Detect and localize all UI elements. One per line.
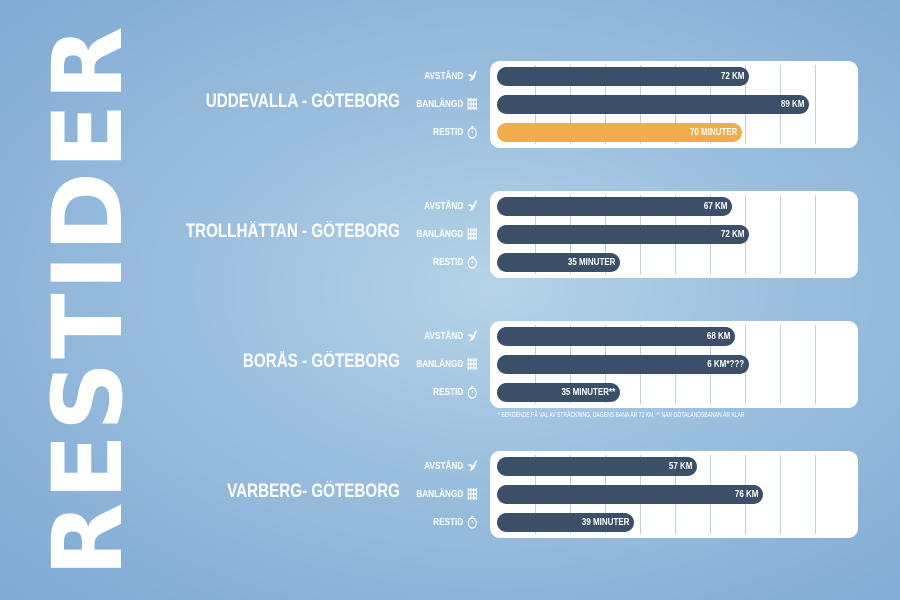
grid-line <box>815 325 816 404</box>
row-label-text: AVSTÅND <box>424 460 464 472</box>
bar-value-label: 72 KM <box>720 70 744 82</box>
bar-track: 72 KM <box>497 224 749 244</box>
bar-track: 89 KM <box>497 94 809 114</box>
row-label-time: RESTID <box>388 255 478 269</box>
bar-time: 39 MINUTER <box>497 512 634 532</box>
row-label-text: BANLÄNGD <box>416 228 464 240</box>
grid-line <box>780 325 781 404</box>
bar-value-label: 89 KM <box>780 98 804 110</box>
bar-value-label: 72 KM <box>720 228 744 240</box>
row-label-time: RESTID <box>388 125 478 139</box>
rail-track-icon <box>467 487 478 501</box>
row-label-text: AVSTÅND <box>424 70 464 82</box>
route-label: VARBERG- GÖTEBORG <box>227 481 400 502</box>
grid-line <box>780 455 781 534</box>
stopwatch-icon <box>467 255 478 269</box>
bar-value-label: 57 KM <box>668 460 692 472</box>
rail-track-icon <box>467 97 478 111</box>
route-panel: 57 KM 76 KM 39 MINUTER <box>490 451 858 538</box>
bar-value-label: 35 MINUTER** <box>561 386 615 398</box>
bar-time: 70 MINUTER <box>497 122 742 142</box>
bar-time: 35 MINUTER <box>497 252 620 272</box>
grid-line <box>815 65 816 144</box>
row-label-text: AVSTÅND <box>424 200 464 212</box>
row-label-distance: AVSTÅND <box>388 199 478 213</box>
row-label-time: RESTID <box>388 515 478 529</box>
bird-icon <box>467 199 478 213</box>
bar-value-label: 68 KM <box>706 330 730 342</box>
bar-value-label: 70 MINUTER <box>689 126 737 138</box>
row-label-text: BANLÄNGD <box>416 358 464 370</box>
route-label: TROLLHÄTTAN - GÖTEBORG <box>185 221 400 242</box>
row-label-track: BANLÄNGD <box>388 357 478 371</box>
row-label-text: AVSTÅND <box>424 330 464 342</box>
bar-track: 76 KM <box>497 484 763 504</box>
row-label-time: RESTID <box>388 385 478 399</box>
bar-value-label: 35 MINUTER <box>567 256 615 268</box>
row-label-text: BANLÄNGD <box>416 98 464 110</box>
row-label-distance: AVSTÅND <box>388 329 478 343</box>
row-label-text: RESTID <box>433 256 464 268</box>
bar-distance: 68 KM <box>497 326 735 346</box>
bar-value-label: 67 KM <box>703 200 727 212</box>
row-label-track: BANLÄNGD <box>388 487 478 501</box>
row-label-track: BANLÄNGD <box>388 97 478 111</box>
route-label: BORÅS - GÖTEBORG <box>242 351 400 372</box>
route-panel: 67 KM 72 KM 35 MINUTER <box>490 191 858 278</box>
rail-track-icon <box>467 227 478 241</box>
grid-line <box>780 195 781 274</box>
grid-line <box>815 195 816 274</box>
row-label-track: BANLÄNGD <box>388 227 478 241</box>
route-panel: 72 KM 89 KM 70 MINUTER <box>490 61 858 148</box>
bar-track: 6 KM*??? <box>497 354 749 374</box>
bar-value-label: 6 KM*??? <box>707 358 744 370</box>
row-label-text: RESTID <box>433 516 464 528</box>
bird-icon <box>467 329 478 343</box>
row-label-text: BANLÄNGD <box>416 488 464 500</box>
bar-time: 35 MINUTER** <box>497 382 620 402</box>
stopwatch-icon <box>467 385 478 399</box>
grid-line <box>815 455 816 534</box>
bar-value-label: 39 MINUTER <box>581 516 629 528</box>
footnote: * BEROENDE PÅ VAL AV STRÄCKNING, DAGENS … <box>498 412 745 419</box>
bird-icon <box>467 459 478 473</box>
row-label-text: RESTID <box>433 126 464 138</box>
bar-distance: 72 KM <box>497 66 749 86</box>
row-label-text: RESTID <box>433 386 464 398</box>
stopwatch-icon <box>467 515 478 529</box>
rail-track-icon <box>467 357 478 371</box>
stopwatch-icon <box>467 125 478 139</box>
bird-icon <box>467 69 478 83</box>
route-label: UDDEVALLA - GÖTEBORG <box>205 91 400 112</box>
bar-distance: 67 KM <box>497 196 732 216</box>
row-label-distance: AVSTÅND <box>388 69 478 83</box>
route-panel: 68 KM 6 KM*??? 35 MINUTER** <box>490 321 858 408</box>
bar-value-label: 76 KM <box>734 488 758 500</box>
bar-distance: 57 KM <box>497 456 697 476</box>
row-label-distance: AVSTÅND <box>388 459 478 473</box>
